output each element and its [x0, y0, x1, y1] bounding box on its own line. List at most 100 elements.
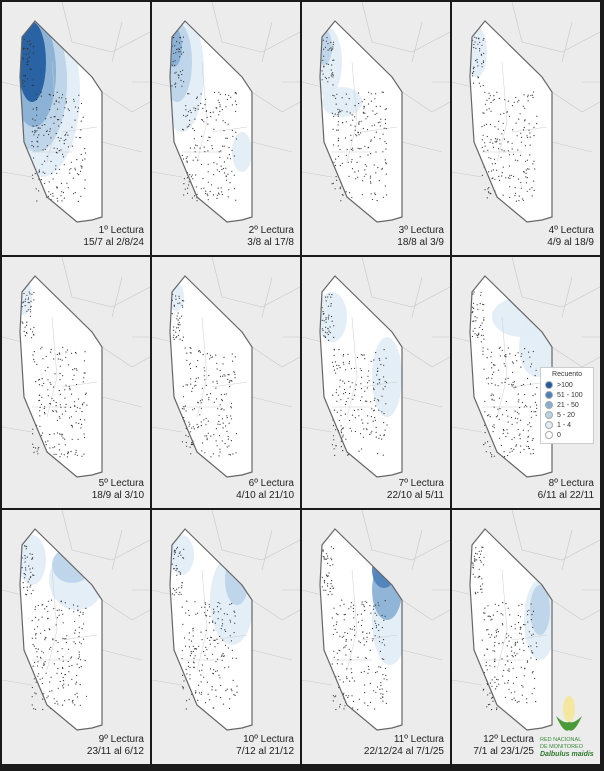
- trap-point: [190, 453, 192, 455]
- trap-point: [521, 603, 523, 605]
- trap-point: [332, 94, 334, 96]
- trap-point: [361, 396, 363, 398]
- trap-point: [231, 602, 233, 605]
- trap-point: [496, 138, 498, 140]
- trap-point: [24, 545, 26, 547]
- trap-point: [521, 353, 523, 355]
- trap-point: [234, 615, 236, 617]
- trap-point: [177, 302, 179, 304]
- trap-point: [234, 377, 236, 379]
- trap-point: [22, 302, 24, 304]
- trap-point: [359, 368, 361, 370]
- trap-point: [191, 174, 193, 176]
- trap-point: [513, 387, 515, 389]
- map-panel: 3º Lectura 18/8 al 3/9: [302, 2, 450, 255]
- trap-point: [488, 633, 490, 635]
- trap-point: [324, 331, 327, 333]
- trap-point: [185, 700, 188, 702]
- trap-point: [74, 119, 76, 121]
- trap-point: [482, 546, 484, 548]
- trap-point: [47, 389, 49, 391]
- trap-point: [528, 168, 530, 170]
- trap-point: [76, 173, 78, 175]
- trap-point: [34, 608, 36, 611]
- trap-point: [343, 363, 345, 365]
- trap-point: [61, 359, 63, 361]
- trap-point: [328, 330, 330, 332]
- trap-point: [354, 430, 356, 433]
- trap-point: [517, 149, 519, 151]
- trap-point: [179, 573, 181, 575]
- trap-point: [52, 638, 54, 640]
- trap-point: [221, 145, 224, 147]
- trap-point: [491, 454, 493, 456]
- trap-point: [366, 387, 368, 389]
- trap-point: [358, 415, 360, 417]
- reading-label: 2º Lectura 3/8 al 17/8: [247, 225, 294, 249]
- trap-point: [235, 93, 237, 95]
- trap-point: [23, 587, 25, 589]
- trap-point: [209, 190, 211, 193]
- trap-point: [358, 148, 361, 150]
- trap-point: [83, 377, 85, 379]
- trap-point: [62, 667, 64, 670]
- trap-point: [328, 293, 330, 295]
- trap-point: [234, 622, 236, 624]
- province-borders: [2, 257, 150, 433]
- trap-point: [42, 358, 44, 360]
- trap-point: [185, 109, 187, 111]
- density-area: [320, 292, 347, 342]
- trap-point: [64, 397, 66, 399]
- trap-point: [494, 636, 496, 638]
- trap-point: [472, 302, 475, 304]
- trap-point: [365, 400, 367, 402]
- trap-point: [210, 184, 213, 186]
- trap-point: [33, 451, 35, 453]
- trap-point: [322, 550, 324, 552]
- trap-point: [532, 626, 534, 628]
- trap-point: [58, 352, 60, 354]
- trap-point: [487, 348, 489, 350]
- trap-point: [498, 148, 500, 150]
- trap-point: [337, 394, 339, 396]
- trap-point: [41, 163, 43, 165]
- trap-point: [219, 423, 221, 426]
- trap-point: [53, 122, 55, 124]
- trap-point: [504, 365, 506, 367]
- trap-point: [36, 450, 38, 452]
- trap-point: [213, 162, 215, 164]
- trap-point: [24, 574, 26, 576]
- trap-point: [489, 141, 491, 143]
- trap-point: [48, 181, 50, 183]
- reading-label: 10º Lectura 7/12 al 21/12: [236, 734, 294, 758]
- trap-point: [333, 161, 335, 163]
- legend-swatch: [545, 411, 553, 419]
- trap-point: [177, 319, 179, 321]
- trap-point: [332, 633, 334, 636]
- trap-point: [536, 404, 538, 406]
- trap-point: [489, 192, 491, 194]
- trap-point: [189, 347, 191, 349]
- trap-point: [529, 132, 531, 134]
- trap-point: [36, 665, 39, 667]
- reading-label: 1º Lectura 15/7 al 2/8/24: [83, 225, 144, 249]
- trap-point: [342, 450, 344, 452]
- trap-point: [190, 640, 193, 642]
- trap-point: [506, 633, 508, 635]
- trap-point: [218, 420, 220, 423]
- map-panel: 4º Lectura 4/9 al 18/9: [452, 2, 600, 255]
- trap-point: [227, 196, 229, 198]
- trap-point: [175, 52, 177, 54]
- trap-point: [42, 604, 44, 606]
- trap-point: [70, 657, 72, 659]
- trap-point: [221, 418, 223, 420]
- trap-point: [173, 551, 175, 553]
- trap-point: [43, 662, 45, 664]
- trap-point: [30, 576, 32, 578]
- trap-point: [40, 179, 43, 181]
- trap-point: [475, 320, 477, 322]
- trap-point: [381, 658, 383, 660]
- trap-point: [22, 322, 24, 324]
- trap-point: [204, 379, 206, 381]
- trap-point: [339, 186, 341, 188]
